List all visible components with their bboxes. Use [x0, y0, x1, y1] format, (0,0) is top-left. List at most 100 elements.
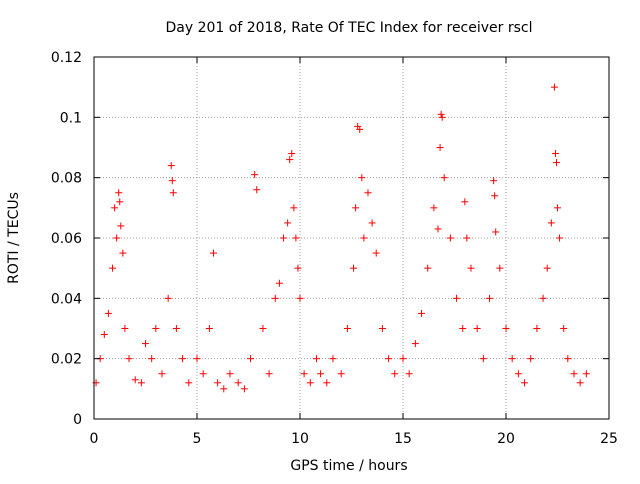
data-point	[576, 379, 584, 387]
data-point	[360, 234, 368, 242]
data-point	[440, 174, 448, 182]
x-tick-label: 5	[193, 431, 202, 447]
data-point	[463, 234, 471, 242]
data-point	[251, 171, 259, 179]
data-point	[253, 186, 261, 194]
y-tick-label: 0.1	[60, 110, 82, 126]
x-axis-ticks: 0 5 10 15 20 25	[90, 57, 618, 447]
data-point	[296, 294, 304, 302]
data-point	[292, 234, 300, 242]
data-point	[284, 219, 292, 227]
y-tick-label: 0.04	[51, 291, 82, 307]
data-point	[131, 376, 139, 384]
data-point	[286, 156, 294, 164]
data-point	[312, 355, 320, 363]
grid-lines	[94, 57, 609, 419]
data-point	[100, 331, 108, 339]
data-point	[117, 222, 125, 230]
data-point	[137, 379, 145, 387]
data-point	[199, 370, 207, 378]
data-point	[121, 325, 129, 332]
data-point	[119, 249, 127, 257]
data-point	[116, 198, 124, 206]
data-points	[92, 83, 590, 393]
data-point	[172, 325, 180, 332]
data-point	[473, 325, 481, 332]
data-point	[434, 225, 442, 233]
data-point	[437, 110, 445, 118]
x-tick-label: 15	[394, 431, 412, 447]
x-axis-title: GPS time / hours	[290, 458, 407, 474]
data-point	[453, 294, 461, 302]
data-point	[556, 234, 564, 242]
data-point	[508, 355, 516, 363]
plot-border	[93, 56, 610, 420]
data-point	[430, 204, 438, 212]
data-point	[411, 340, 419, 348]
data-point	[527, 355, 535, 363]
data-point	[368, 219, 376, 227]
x-tick-label: 0	[90, 431, 99, 447]
data-point	[543, 264, 551, 272]
data-point	[214, 379, 222, 387]
data-point	[275, 279, 283, 287]
data-point	[496, 264, 504, 272]
data-point	[329, 355, 337, 363]
data-point	[259, 325, 267, 332]
data-point	[168, 177, 176, 185]
data-point	[564, 355, 572, 363]
data-point	[502, 325, 510, 332]
data-point	[358, 174, 366, 182]
data-point	[547, 219, 555, 227]
data-point	[205, 325, 213, 332]
data-point	[337, 370, 345, 378]
data-point	[240, 385, 248, 393]
data-point	[152, 325, 160, 332]
data-point	[290, 204, 298, 212]
y-tick-label: 0.02	[51, 352, 82, 368]
data-point	[399, 355, 407, 363]
chart-title: Day 201 of 2018, Rate Of TEC Index for r…	[165, 20, 532, 36]
data-point	[343, 325, 351, 332]
data-point	[209, 249, 217, 257]
data-point	[158, 370, 166, 378]
data-point	[317, 370, 325, 378]
data-point	[438, 113, 446, 121]
data-point	[560, 325, 568, 332]
data-point	[492, 228, 500, 236]
data-point	[378, 325, 386, 332]
data-point	[193, 355, 201, 363]
data-point	[247, 355, 255, 363]
data-point	[113, 234, 121, 242]
y-tick-label: 0	[73, 412, 82, 428]
data-point	[280, 234, 288, 242]
y-tick-label: 0.06	[51, 231, 82, 247]
data-point	[539, 294, 547, 302]
data-point	[436, 144, 444, 151]
data-point	[550, 83, 558, 91]
data-point	[148, 355, 156, 363]
data-point	[385, 355, 393, 363]
data-point	[551, 150, 559, 158]
data-point	[115, 189, 123, 197]
data-point	[459, 325, 467, 332]
data-point	[185, 379, 193, 387]
data-point	[533, 325, 541, 332]
data-point	[418, 309, 426, 317]
data-point	[104, 309, 112, 317]
data-point	[142, 340, 149, 348]
data-point	[424, 264, 432, 272]
data-point	[226, 370, 234, 378]
x-tick-label: 10	[291, 431, 309, 447]
data-point	[109, 264, 117, 272]
data-point	[111, 204, 119, 212]
data-point	[300, 370, 308, 378]
data-point	[306, 379, 314, 387]
data-point	[356, 125, 364, 133]
data-point	[372, 249, 380, 257]
data-point	[350, 264, 358, 272]
data-point	[288, 150, 296, 158]
data-point	[552, 159, 560, 167]
data-point	[169, 189, 177, 197]
